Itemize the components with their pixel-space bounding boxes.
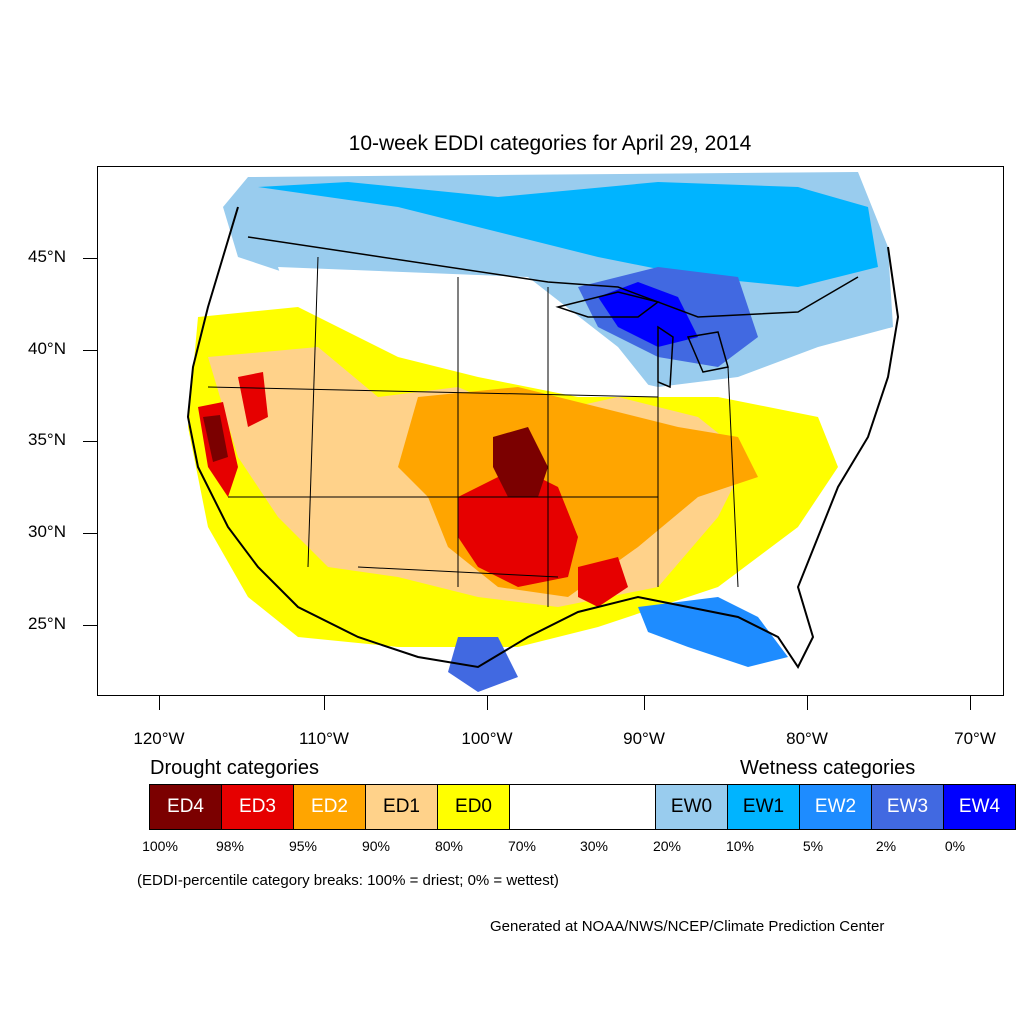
- lon-tick-120: [159, 696, 160, 710]
- legend-ed1-label: ED1: [383, 796, 420, 817]
- lon-tick-100: [487, 696, 488, 710]
- legend-bar: ED4 ED3 ED2 ED1 ED0 EW0 EW1 EW2 EW3 EW4: [149, 784, 1016, 830]
- great-lakes-wettest: [598, 282, 698, 347]
- drought-heading: Drought categories: [150, 757, 319, 779]
- breaks-note: (EDDI-percentile category breaks: 100% =…: [137, 872, 559, 889]
- legend-neutral: [509, 784, 656, 830]
- legend-ed2-label: ED2: [311, 796, 348, 817]
- lat-label-30: 30°N: [28, 522, 66, 541]
- lat-label-40: 40°N: [28, 339, 66, 358]
- legend-ed0-label: ED0: [455, 796, 492, 817]
- lon-label-70: 70°W: [954, 729, 996, 748]
- lon-tick-90: [644, 696, 645, 710]
- lon-label-80: 80°W: [786, 729, 828, 748]
- lat-tick-45: [83, 258, 97, 259]
- break-70: 70%: [507, 838, 537, 854]
- california-ed4: [203, 415, 228, 462]
- legend-ew2: EW2: [799, 784, 872, 830]
- legend-ew3: EW3: [871, 784, 944, 830]
- lon-tick-70: [970, 696, 971, 710]
- legend-ed4: ED4: [149, 784, 222, 830]
- legend-ed3: ED3: [221, 784, 294, 830]
- wetness-heading: Wetness categories: [740, 757, 916, 779]
- lon-label-90: 90°W: [623, 729, 665, 748]
- legend-ed2: ED2: [293, 784, 366, 830]
- lat-tick-25: [83, 625, 97, 626]
- break-100: 100%: [142, 838, 178, 854]
- break-95: 95%: [288, 838, 318, 854]
- break-10: 10%: [725, 838, 755, 854]
- kansas-ed4: [493, 427, 548, 497]
- legend-ew3-label: EW3: [886, 796, 929, 817]
- break-80: 80%: [434, 838, 464, 854]
- lat-tick-35: [83, 441, 97, 442]
- lon-label-110: 110°W: [299, 729, 349, 748]
- lat-label-45: 45°N: [28, 247, 66, 266]
- north-wet-core: [258, 182, 878, 287]
- louisiana-ed3: [578, 557, 628, 607]
- lat-label-25: 25°N: [28, 614, 66, 633]
- legend-ew0-label: EW0: [670, 796, 713, 817]
- legend-ew2-label: EW2: [814, 796, 857, 817]
- legend-ed1: ED1: [365, 784, 438, 830]
- lon-tick-110: [324, 696, 325, 710]
- us-canada-border: [247, 236, 859, 318]
- lake-superior: [555, 291, 660, 318]
- lon-label-120: 120°W: [133, 729, 185, 748]
- northern-plains-neutral: [278, 267, 658, 407]
- break-90: 90%: [361, 838, 391, 854]
- break-30: 30%: [579, 838, 609, 854]
- lon-tick-80: [807, 696, 808, 710]
- state-lines: [207, 256, 739, 607]
- legend-ew4: EW4: [943, 784, 1016, 830]
- legend-ed4-label: ED4: [167, 796, 204, 817]
- credit-line: Generated at NOAA/NWS/NCEP/Climate Predi…: [490, 918, 885, 935]
- legend-ew0: EW0: [655, 784, 728, 830]
- legend-ew1: EW1: [727, 784, 800, 830]
- us-coastline: [186, 206, 900, 669]
- lat-label-35: 35°N: [28, 430, 66, 449]
- lat-tick-40: [83, 350, 97, 351]
- break-5: 5%: [802, 838, 824, 854]
- break-0: 0%: [944, 838, 966, 854]
- legend-ew1-label: EW1: [742, 796, 785, 817]
- map-title: 10-week EDDI categories for April 29, 20…: [348, 132, 752, 155]
- break-20: 20%: [652, 838, 682, 854]
- map-panel: [97, 166, 1004, 696]
- legend-ed0: ED0: [437, 784, 510, 830]
- legend-ed3-label: ED3: [239, 796, 276, 817]
- lon-label-100: 100°W: [461, 729, 513, 748]
- nevada-ed3: [238, 372, 268, 427]
- legend-ew4-label: EW4: [958, 796, 1001, 817]
- break-2: 2%: [875, 838, 897, 854]
- eddi-map: [186, 172, 900, 692]
- gulf-wet: [638, 597, 788, 667]
- lat-tick-30: [83, 533, 97, 534]
- break-98: 98%: [215, 838, 245, 854]
